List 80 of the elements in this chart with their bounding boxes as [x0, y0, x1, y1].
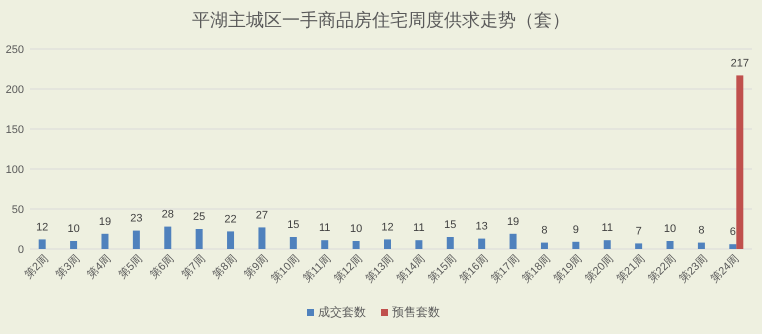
x-tick-label: 第13周: [363, 252, 396, 286]
bar: [446, 237, 454, 249]
x-tick-label: 第14周: [394, 252, 428, 286]
chart-title: 平湖主城区一手商品房住宅周度供求走势（套）: [192, 10, 570, 30]
data-label: 23: [130, 212, 142, 225]
bar: [572, 242, 580, 249]
y-tick-label: 0: [18, 244, 24, 256]
y-tick-label: 100: [6, 164, 24, 176]
bar: [540, 242, 548, 249]
x-tick-label: 第23周: [677, 252, 710, 286]
x-tick-label: 第18周: [520, 252, 554, 286]
x-tick-label: 第12周: [332, 252, 365, 286]
data-label: 12: [381, 221, 394, 234]
data-label: 7: [636, 225, 642, 238]
data-label: 8: [698, 224, 704, 237]
legend-label: 预售套数: [392, 305, 440, 319]
x-tick-label: 第11周: [301, 252, 334, 285]
bar: [132, 230, 140, 249]
x-tick-label: 第10周: [269, 252, 302, 286]
x-tick-label: 第21周: [614, 252, 648, 286]
data-label: 15: [444, 219, 456, 231]
bar: [258, 227, 266, 249]
x-tick-label: 第4周: [85, 252, 114, 282]
bar: [415, 240, 422, 249]
bar: [70, 241, 78, 249]
bar: [729, 244, 736, 249]
bar: [101, 234, 108, 249]
data-label: 22: [224, 213, 237, 226]
data-label: 13: [476, 220, 488, 233]
bar: [352, 241, 360, 249]
bar: [164, 226, 172, 249]
x-tick-label: 第24周: [708, 252, 742, 286]
data-label: 11: [319, 222, 330, 234]
x-tick-label: 第5周: [116, 252, 145, 282]
data-label: 8: [541, 224, 548, 237]
bar: [635, 243, 642, 249]
bar: [736, 75, 744, 249]
data-label: 28: [162, 208, 174, 221]
x-tick-label: 第15周: [426, 252, 459, 286]
bar: [604, 240, 611, 249]
data-label: 11: [602, 222, 613, 234]
x-tick-label: 第9周: [242, 252, 271, 282]
bar: [290, 237, 297, 249]
data-label: 9: [572, 224, 579, 236]
x-tick-label: 第3周: [54, 252, 82, 282]
bar: [698, 242, 705, 249]
y-tick-label: 200: [6, 84, 24, 96]
data-label: 15: [287, 219, 300, 231]
x-tick-label: 第20周: [583, 252, 616, 286]
x-tick-label: 第22周: [646, 252, 679, 286]
data-label: 25: [193, 211, 206, 223]
data-label: 27: [256, 209, 268, 222]
x-tick-label: 第19周: [552, 252, 584, 286]
bar: [384, 239, 391, 249]
bar: [666, 241, 674, 249]
legend-label: 成交套数: [318, 305, 366, 319]
data-label: 19: [506, 216, 520, 228]
x-tick-label: 第7周: [179, 252, 208, 282]
data-label: 11: [413, 222, 425, 234]
data-label: 12: [36, 221, 48, 234]
y-tick-label: 50: [12, 204, 24, 216]
x-tick-label: 第2周: [22, 252, 51, 282]
data-label: 10: [67, 223, 80, 235]
x-tick-label: 第6周: [148, 252, 176, 282]
y-tick-label: 250: [6, 44, 24, 56]
data-label: 6: [730, 226, 736, 238]
data-label: 10: [350, 223, 362, 235]
x-tick-label: 第8周: [210, 252, 240, 282]
y-tick-label: 150: [6, 124, 24, 136]
bar: [510, 234, 517, 249]
x-tick-label: 第17周: [488, 252, 522, 286]
x-tick-label: 第16周: [458, 252, 490, 286]
bar: [321, 240, 328, 249]
bar: [196, 229, 203, 249]
bar: [38, 239, 46, 249]
data-label: 19: [98, 216, 112, 228]
data-label: 217: [730, 57, 749, 70]
data-label: 10: [664, 223, 676, 235]
bar: [478, 238, 486, 249]
bar: [227, 231, 234, 249]
